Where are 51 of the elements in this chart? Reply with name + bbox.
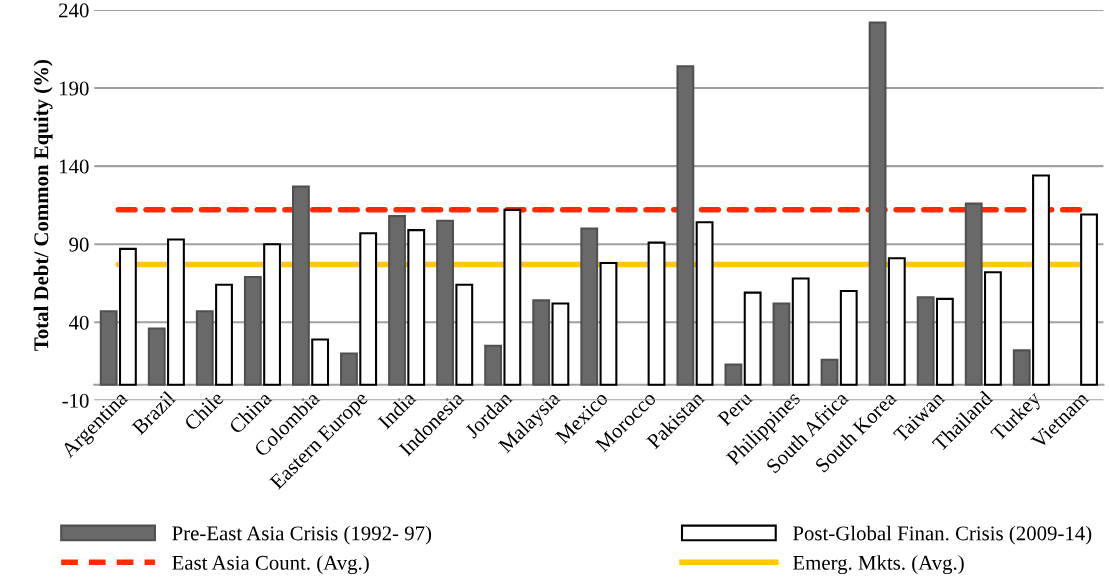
bar <box>407 229 426 386</box>
bar <box>99 310 118 386</box>
bar <box>455 283 474 386</box>
bar <box>743 291 762 386</box>
bar <box>167 238 185 386</box>
bar <box>503 208 522 386</box>
bar <box>215 283 233 386</box>
bar <box>984 271 1002 386</box>
bar <box>195 310 214 386</box>
bar <box>484 344 503 386</box>
legend-label: East Asia Count. (Avg.) <box>172 555 369 575</box>
x-tick-label: Chile <box>183 390 225 432</box>
bar <box>1080 213 1098 386</box>
legend-label: Emerg. Mkts. (Avg.) <box>793 555 964 575</box>
y-tick-label: 190 <box>59 81 89 96</box>
bar <box>551 302 570 386</box>
bar <box>839 289 858 386</box>
bar <box>359 232 378 386</box>
bar <box>291 185 310 386</box>
bar <box>964 202 983 386</box>
bar <box>147 327 166 386</box>
bar <box>676 65 695 386</box>
bar <box>243 275 262 386</box>
legend-label: Pre-East Asia Crisis (1992- 97) <box>172 525 432 545</box>
bar <box>916 296 935 386</box>
bar <box>887 257 906 386</box>
bar <box>311 338 330 386</box>
bar <box>695 221 714 386</box>
bar <box>340 352 358 386</box>
bar <box>532 299 551 386</box>
bar <box>580 227 599 386</box>
bar <box>935 297 954 386</box>
bar <box>772 302 791 386</box>
bar <box>388 215 406 386</box>
bar <box>724 363 743 386</box>
bar <box>1032 174 1050 386</box>
legend-label: Post-Global Finan. Crisis (2009-14) <box>793 525 1092 545</box>
y-axis-title: Total Debt/ Common Equity (%) <box>33 60 53 351</box>
bar <box>118 247 137 386</box>
y-tick-label: 140 <box>59 159 89 174</box>
bar <box>436 219 454 386</box>
y-tick-label: 90 <box>69 237 89 252</box>
bar <box>263 243 281 386</box>
bar <box>1012 349 1031 386</box>
y-tick-label: 40 <box>68 315 89 330</box>
bar <box>820 358 839 386</box>
bar <box>791 277 810 386</box>
bar <box>868 21 887 386</box>
y-tick-label: 240 <box>59 3 89 18</box>
bar <box>647 241 666 386</box>
bar <box>599 261 618 386</box>
